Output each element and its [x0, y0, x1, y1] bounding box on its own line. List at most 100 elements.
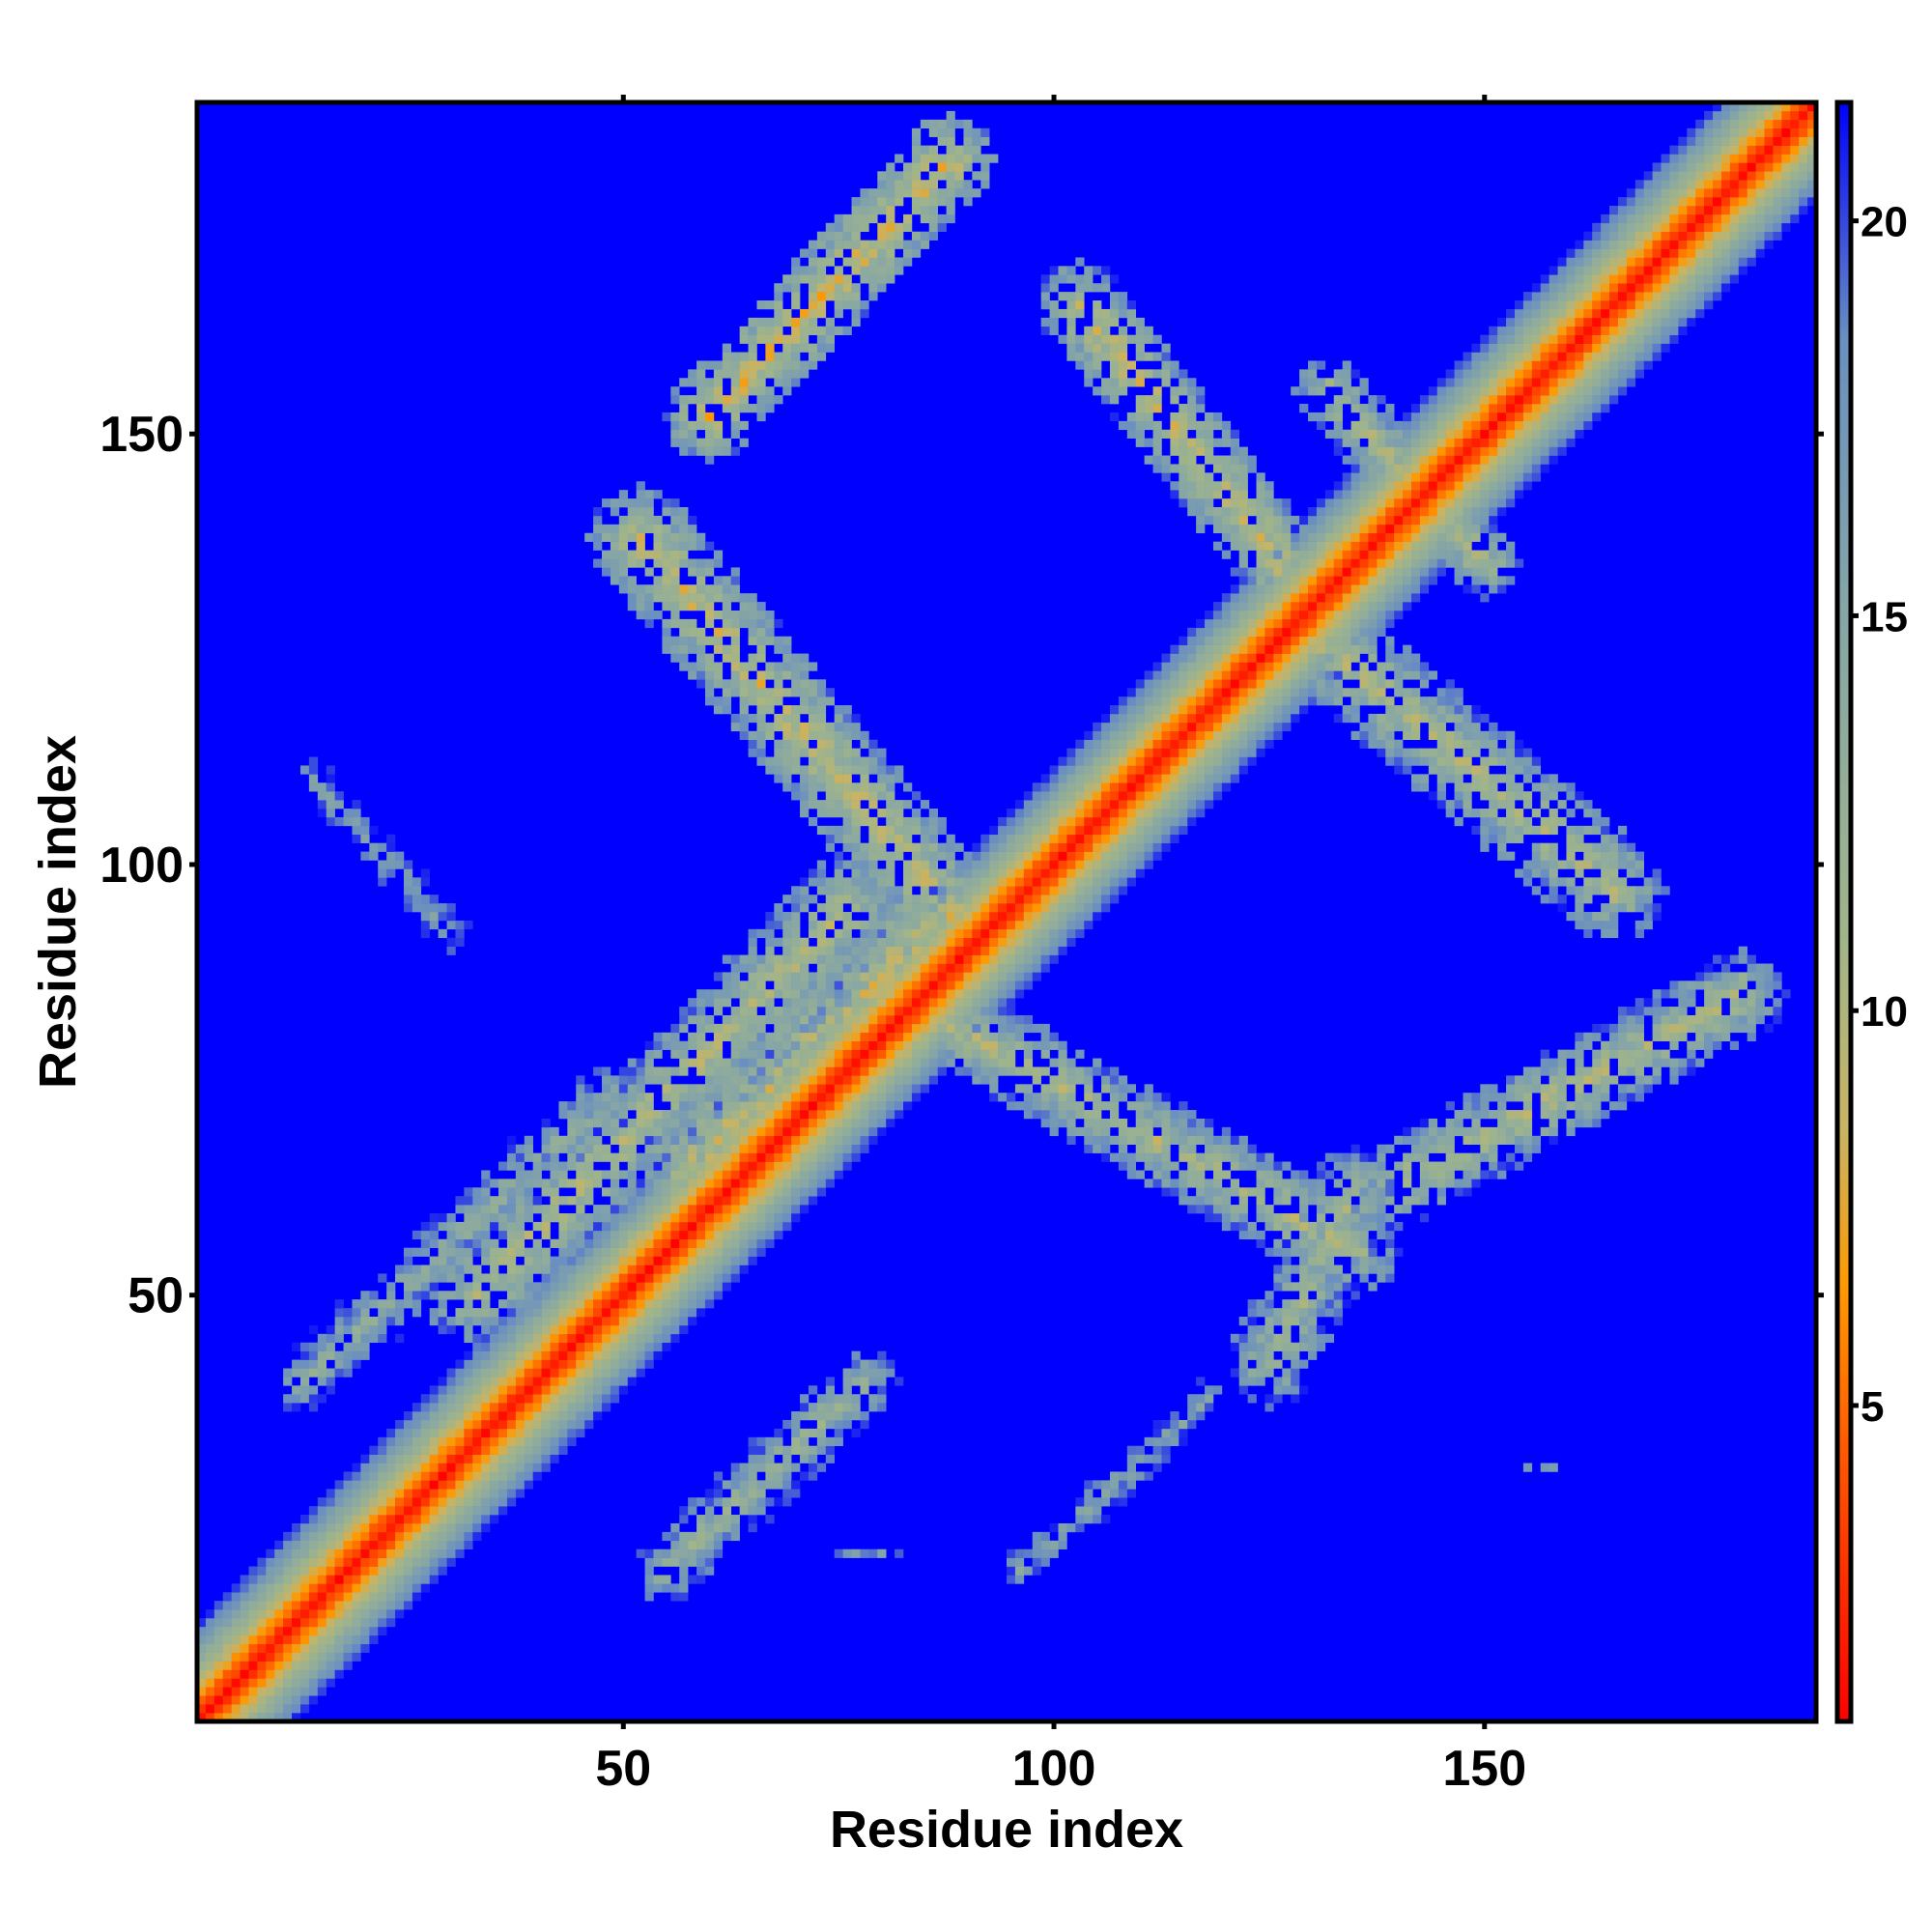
heatmap-cell: [386, 1601, 396, 1610]
heatmap-cell: [1118, 1480, 1128, 1490]
heatmap-cell: [834, 782, 843, 792]
heatmap-cell: [627, 1350, 637, 1360]
heatmap-cell: [730, 1032, 740, 1042]
heatmap-cell: [420, 1531, 430, 1542]
heatmap-cell: [1093, 1506, 1102, 1516]
heatmap-cell: [688, 567, 697, 577]
heatmap-cell: [980, 946, 990, 955]
heatmap-cell: [567, 1377, 577, 1386]
heatmap-cell: [860, 1007, 869, 1016]
heatmap-cell: [515, 1273, 526, 1283]
heatmap-cell: [610, 1247, 620, 1257]
heatmap-cell: [842, 791, 852, 801]
heatmap-cell: [791, 989, 801, 999]
heatmap-cell: [299, 1566, 310, 1576]
heatmap-cell: [644, 1282, 654, 1292]
heatmap-cell: [490, 1463, 499, 1472]
heatmap-cell: [662, 1205, 671, 1214]
heatmap-cell: [1093, 834, 1102, 843]
heatmap-cell: [213, 1652, 224, 1662]
heatmap-cell: [644, 1161, 654, 1171]
heatmap-cell: [257, 1643, 267, 1653]
heatmap-cell: [1109, 1093, 1120, 1102]
heatmap-cell: [464, 1282, 473, 1292]
heatmap-cell: [1040, 1049, 1050, 1059]
heatmap-cell: [860, 860, 869, 869]
heatmap-cell: [1066, 1118, 1076, 1128]
heatmap-cell: [1118, 300, 1128, 310]
heatmap-cell: [240, 1704, 249, 1714]
heatmap-cell: [816, 1075, 827, 1085]
heatmap-cell: [550, 1411, 559, 1421]
heatmap-cell: [791, 756, 801, 766]
heatmap-cell: [446, 1385, 456, 1395]
heatmap-cell: [722, 1135, 732, 1145]
heatmap-cell: [670, 1247, 680, 1257]
heatmap-cell: [911, 197, 922, 207]
heatmap-cell: [1161, 1428, 1171, 1438]
heatmap-cell: [1152, 1419, 1162, 1430]
heatmap-cell: [1109, 334, 1120, 344]
heatmap-cell: [739, 602, 749, 611]
heatmap-cell: [1144, 739, 1153, 749]
heatmap-cell: [713, 1144, 724, 1153]
heatmap-cell: [765, 300, 775, 310]
heatmap-cell: [515, 1333, 526, 1344]
heatmap-cell: [834, 240, 843, 249]
heatmap-cell: [567, 1126, 577, 1137]
heatmap-cell: [1040, 851, 1050, 861]
heatmap-cell: [593, 1135, 603, 1145]
heatmap-cell: [980, 963, 990, 973]
heatmap-cell: [1007, 1023, 1016, 1034]
heatmap-cell: [670, 532, 680, 542]
heatmap-cell: [532, 1342, 542, 1351]
heatmap-cell: [515, 1445, 526, 1455]
heatmap-cell: [730, 1247, 740, 1257]
heatmap-cell: [584, 1247, 594, 1257]
heatmap-cell: [877, 283, 887, 293]
heatmap-cell: [1109, 851, 1120, 861]
heatmap-cell: [800, 1049, 810, 1059]
heatmap-cell: [713, 636, 724, 645]
heatmap-cell: [688, 1014, 697, 1025]
heatmap-cell: [1144, 334, 1153, 344]
heatmap-cell: [653, 1324, 663, 1335]
heatmap-cell: [722, 1264, 732, 1274]
heatmap-cell: [980, 1058, 990, 1067]
heatmap-cell: [395, 1463, 405, 1472]
heatmap-cell: [636, 498, 645, 508]
heatmap-cell: [618, 1324, 629, 1335]
heatmap-cell: [1032, 1110, 1041, 1120]
heatmap-cell: [636, 1342, 645, 1351]
heatmap-cell: [670, 1152, 680, 1162]
heatmap-cell: [593, 1264, 603, 1274]
heatmap-cell: [730, 688, 740, 697]
heatmap-cell: [860, 765, 869, 775]
heatmap-cell: [825, 774, 835, 783]
heatmap-cell: [679, 1023, 689, 1034]
heatmap-cell: [1075, 774, 1085, 783]
heatmap-cell: [472, 1531, 482, 1542]
heatmap-cell: [679, 404, 689, 413]
heatmap-cell: [343, 816, 353, 827]
heatmap-cell: [403, 1515, 413, 1524]
heatmap-cell: [834, 886, 843, 895]
heatmap-cell: [748, 1144, 757, 1153]
heatmap-cell: [602, 1317, 611, 1326]
heatmap-cell: [1101, 1135, 1111, 1145]
heatmap-cell: [748, 593, 757, 603]
heatmap-cell: [326, 1618, 335, 1628]
heatmap-cell: [851, 722, 861, 732]
heatmap-cell: [567, 1196, 577, 1206]
heatmap-cell: [1058, 816, 1067, 827]
heatmap-cell: [472, 1264, 482, 1274]
heatmap-cell: [334, 1324, 344, 1335]
heatmap-cell: [231, 1652, 241, 1662]
heatmap-cell: [1093, 722, 1102, 732]
heatmap-cell: [292, 1368, 301, 1378]
heatmap-cell: [679, 1230, 689, 1240]
heatmap-cell: [472, 1463, 482, 1472]
heatmap-cell: [825, 989, 835, 999]
heatmap-cell: [696, 1238, 706, 1248]
heatmap-cell: [1084, 1135, 1094, 1145]
